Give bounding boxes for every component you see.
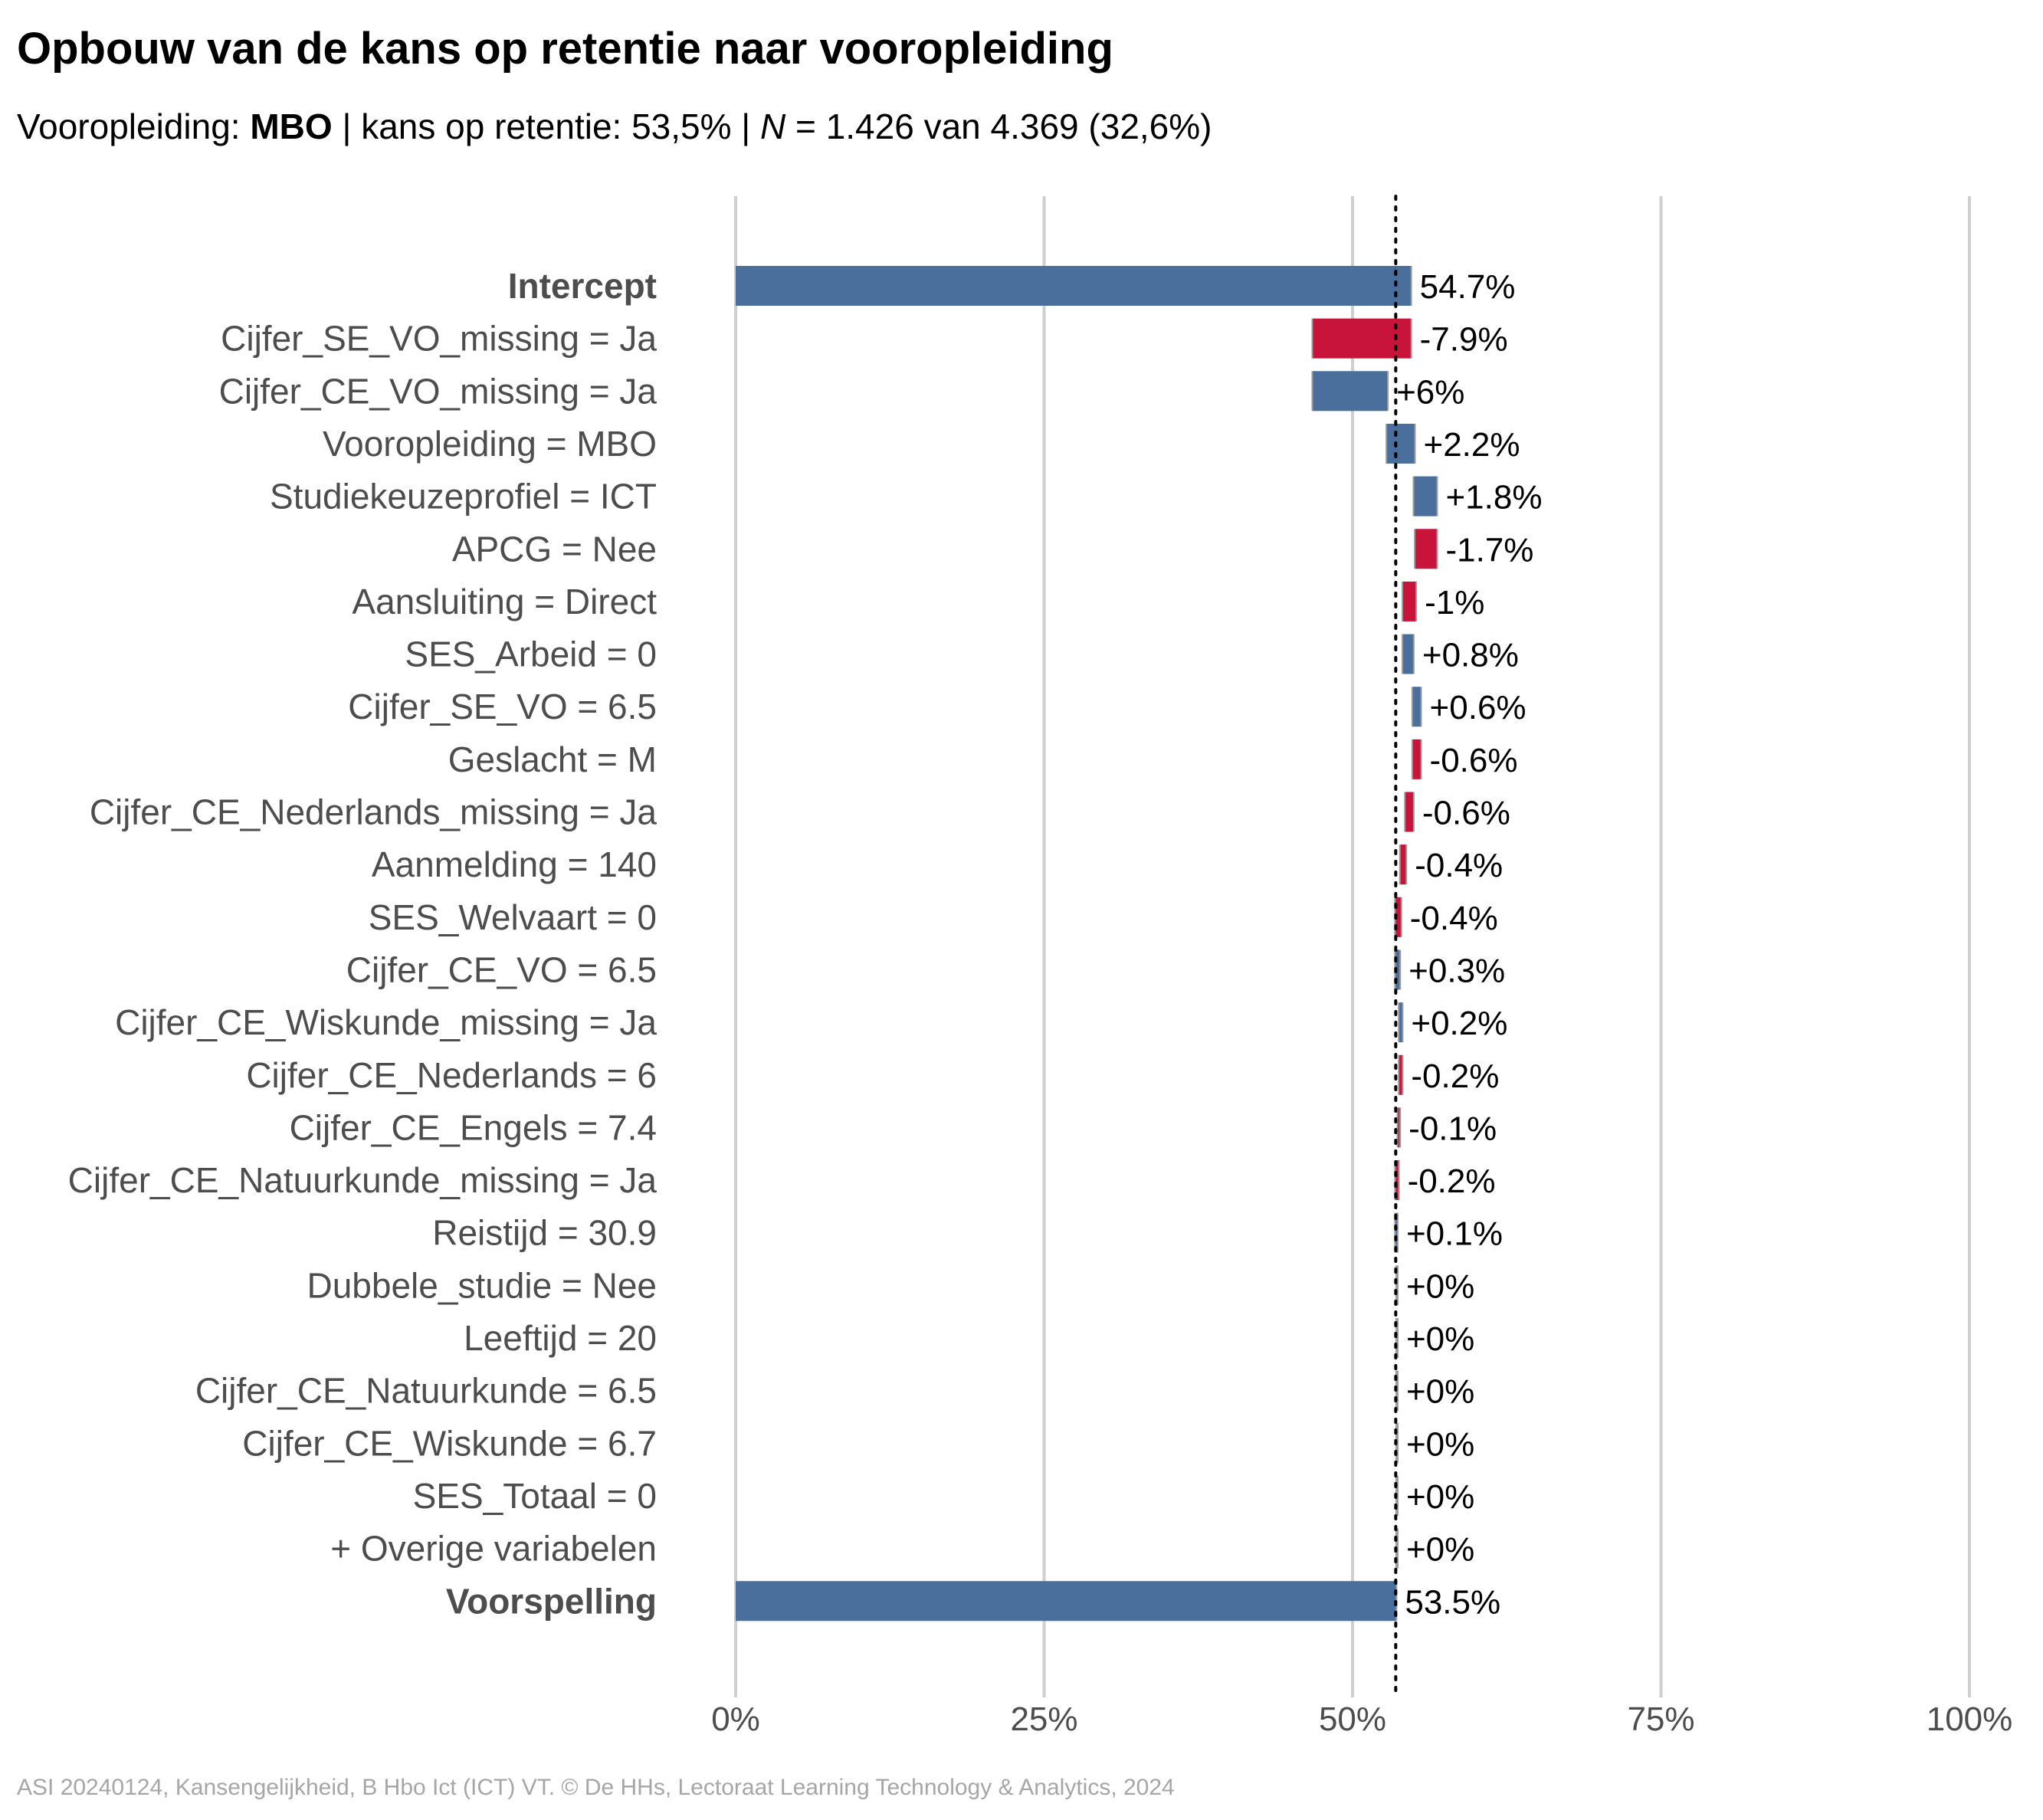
category-labels: Intercept Cijfer_SE_VO_missing = Ja Cijfer…	[68, 266, 657, 1621]
bar-positive	[1403, 634, 1413, 674]
chart-title: Opbouw van de kans op retentie naar voor…	[17, 24, 1113, 74]
category-label: Vooropleiding = MBO	[323, 424, 657, 464]
category-label: Cijfer_CE_Natuurkunde = 6.5	[195, 1371, 657, 1411]
value-label: +0%	[1406, 1320, 1474, 1358]
value-label: -0.2%	[1411, 1058, 1499, 1095]
bar-negative	[1400, 844, 1406, 885]
waterfall-chart: Intercept Cijfer_SE_VO_missing = Ja Cijfer…	[68, 195, 2012, 1738]
bar-negative	[1399, 1054, 1402, 1095]
chart-caption: ASI 20240124, Kansengelijkheid, B Hbo Ic…	[17, 1775, 1175, 1800]
category-label: Cijfer_CE_VO = 6.5	[346, 949, 657, 989]
category-label: SES_Welvaart = 0	[369, 897, 657, 937]
category-label: Cijfer_CE_Nederlands_missing = Ja	[90, 792, 657, 832]
value-label: -7.9%	[1420, 321, 1508, 359]
value-label: -0.2%	[1408, 1163, 1496, 1200]
bar-negative	[1395, 897, 1401, 937]
x-tick-label: 100%	[1927, 1700, 2013, 1738]
bar-negative	[1415, 529, 1437, 569]
subtitle-middle: | kans op retentie: 53,5% |	[332, 107, 761, 146]
value-label: +0.2%	[1411, 1005, 1507, 1042]
x-tick-label: 25%	[1010, 1700, 1077, 1738]
bar-positive	[1414, 476, 1437, 516]
value-label: +0.1%	[1406, 1215, 1503, 1253]
value-label: +0%	[1406, 1478, 1474, 1516]
value-label: +0.8%	[1422, 637, 1519, 674]
category-label: Studiekeuzeprofiel = ICT	[270, 477, 657, 516]
category-label: SES_Totaal = 0	[413, 1476, 657, 1516]
category-label: Cijfer_CE_Wiskunde = 6.7	[242, 1423, 657, 1463]
value-label: -1.7%	[1445, 531, 1533, 569]
bar-positive	[1395, 1212, 1397, 1253]
value-label: +0.6%	[1430, 689, 1527, 726]
value-label: 54.7%	[1420, 268, 1516, 306]
subtitle-prefix: Vooropleiding:	[17, 107, 251, 146]
value-label: +0%	[1406, 1267, 1474, 1305]
bar-positive	[1313, 371, 1388, 412]
bar-positive	[1387, 423, 1415, 464]
category-label: + Overige variabelen	[330, 1529, 657, 1569]
value-label: -0.1%	[1408, 1110, 1497, 1147]
x-axis-ticks: 0% 25% 50% 75% 100%	[711, 1700, 2012, 1738]
category-label: Cijfer_CE_Engels = 7.4	[290, 1107, 657, 1147]
category-label: Aanmelding = 140	[372, 844, 657, 884]
value-label: +2.2%	[1424, 426, 1520, 464]
category-label: Dubbele_studie = Nee	[307, 1265, 657, 1305]
value-label: -1%	[1425, 584, 1484, 621]
value-label: 53.5%	[1405, 1583, 1500, 1621]
value-label: -0.4%	[1410, 900, 1498, 937]
category-label: Geslacht = M	[448, 739, 657, 779]
bar-negative	[1395, 1160, 1399, 1201]
bar-negative	[1405, 792, 1413, 832]
category-label: Cijfer_CE_Wiskunde_missing = Ja	[115, 1002, 657, 1042]
category-label: SES_Arbeid = 0	[405, 635, 657, 674]
bars	[736, 266, 1437, 1622]
value-label: +0%	[1406, 1531, 1474, 1569]
value-labels: 54.7% -7.9% +6% +2.2% +1.8% -1.7% -1% +0.8% +0.6…	[1396, 268, 1542, 1621]
category-label: Cijfer_SE_VO_missing = Ja	[221, 319, 657, 359]
bar-negative	[1403, 581, 1416, 621]
category-label: Cijfer_CE_Nederlands = 6	[246, 1055, 657, 1095]
x-tick-label: 75%	[1627, 1700, 1694, 1738]
value-label: +6%	[1396, 373, 1464, 411]
subtitle-suffix: = 1.426 van 4.369 (32,6%)	[785, 107, 1212, 146]
value-label: -0.6%	[1430, 742, 1518, 779]
value-label: +0%	[1406, 1373, 1474, 1411]
value-label: +0.3%	[1408, 952, 1505, 989]
x-tick-label: 50%	[1319, 1700, 1386, 1738]
bar-total	[736, 266, 1411, 306]
bar-positive	[1395, 949, 1400, 990]
category-label: Cijfer_CE_VO_missing = Ja	[219, 371, 657, 411]
bar-negative	[1412, 739, 1421, 779]
category-label: Intercept	[508, 266, 657, 306]
subtitle-n-symbol: N	[760, 107, 786, 146]
category-label: Cijfer_SE_VO = 6.5	[348, 687, 657, 726]
chart-subtitle: Vooropleiding: MBO | kans op retentie: 5…	[17, 106, 1212, 147]
value-label: -0.6%	[1422, 795, 1510, 832]
category-label: Cijfer_CE_Natuurkunde_missing = Ja	[68, 1160, 657, 1200]
bar-total	[736, 1581, 1396, 1622]
subtitle-group: MBO	[250, 107, 333, 146]
connector-lines	[1311, 266, 1438, 1622]
value-label: +0%	[1406, 1425, 1474, 1463]
bar-negative	[1398, 1107, 1400, 1148]
category-label: Aansluiting = Direct	[352, 582, 657, 621]
category-label: Voorspelling	[446, 1581, 657, 1621]
category-label: Leeftijd = 20	[464, 1318, 657, 1358]
value-label: +1.8%	[1445, 479, 1542, 516]
bar-positive	[1412, 687, 1421, 727]
value-label: -0.4%	[1415, 847, 1503, 884]
x-tick-label: 0%	[711, 1700, 760, 1738]
bar-positive	[1399, 1002, 1402, 1043]
category-label: Reistijd = 30.9	[432, 1213, 657, 1253]
grid-lines	[734, 196, 1971, 1697]
category-label: APCG = Nee	[452, 529, 657, 569]
